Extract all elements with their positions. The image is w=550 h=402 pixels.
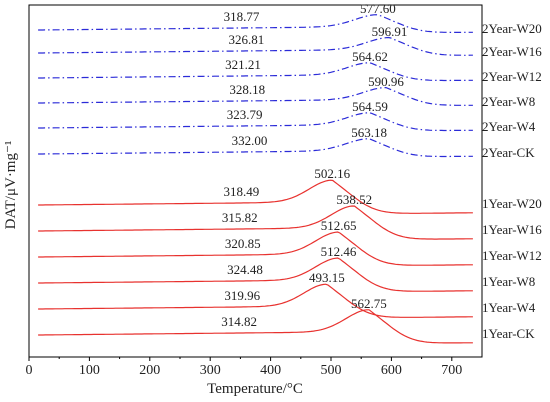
x-tick-label: 400: [260, 363, 281, 378]
series-line-1Year-CK: [38, 309, 473, 344]
peak-temp-label: 512.46: [321, 244, 357, 259]
peak-temp-label: 502.16: [314, 166, 350, 181]
series-name-label: 2Year-W12: [482, 69, 542, 84]
series-name-label: 2Year-W8: [482, 94, 535, 109]
peak-temp-label: 538.52: [336, 192, 372, 207]
low-temp-label: 319.96: [224, 288, 260, 303]
low-temp-label: 323.79: [227, 107, 263, 122]
series-name-label: 1Year-W20: [482, 196, 542, 211]
series-name-label: 2Year-CK: [482, 145, 535, 160]
peak-temp-label: 564.62: [352, 49, 388, 64]
low-temp-label: 328.18: [229, 82, 265, 97]
low-temp-label: 321.21: [225, 57, 261, 72]
curves: [38, 14, 473, 344]
peak-temp-label: 596.91: [372, 24, 408, 39]
series-name-label: 1Year-W8: [482, 274, 535, 289]
series-name-label: 1Year-W12: [482, 248, 542, 263]
series-line-1Year-W16: [38, 205, 473, 240]
series-line-2Year-W12: [38, 62, 473, 82]
series-name-label: 2Year-W16: [482, 44, 542, 59]
peak-temp-label: 512.65: [321, 218, 357, 233]
axes: 0 100 200 300 400 500 600 700: [26, 4, 483, 378]
series-line-1Year-W8: [38, 257, 473, 292]
x-tick-label: 600: [381, 363, 402, 378]
peak-temp-label: 564.59: [352, 99, 388, 114]
series-name-label: 1Year-CK: [482, 326, 535, 341]
series-name-label: 2Year-W20: [482, 21, 542, 36]
y-axis-label: DAT/μV·mg⁻¹: [3, 141, 19, 230]
peak-temp-label: 493.15: [309, 270, 345, 285]
labels: 2Year-W20 318.77 577.60 2Year-W16 326.81 596.…: [221, 1, 542, 341]
series-line-2Year-W4: [38, 112, 473, 132]
low-temp-label: 326.81: [229, 32, 265, 47]
series-line-2Year-W20: [38, 14, 473, 33]
series-line-2Year-W16: [38, 36, 473, 56]
x-tick-label: 700: [441, 363, 462, 378]
x-tick-label: 500: [321, 363, 342, 378]
series-line-2Year-W8: [38, 87, 473, 106]
peak-temp-label: 562.75: [351, 296, 387, 311]
series-line-1Year-W12: [38, 231, 473, 266]
low-temp-label: 324.48: [227, 262, 263, 277]
x-axis-label: Temperature/°C: [207, 381, 303, 397]
series-name-label: 1Year-W16: [482, 222, 542, 237]
plot-frame: [28, 4, 483, 358]
series-line-2Year-CK: [38, 138, 473, 158]
series-line-1Year-W20: [38, 179, 473, 214]
low-temp-label: 318.49: [223, 184, 259, 199]
x-tick-label: 0: [26, 363, 33, 378]
peak-temp-label: 590.96: [368, 74, 404, 89]
low-temp-label: 332.00: [232, 133, 268, 148]
low-temp-label: 318.77: [224, 9, 260, 24]
low-temp-label: 315.82: [222, 210, 258, 225]
low-temp-label: 320.85: [225, 236, 261, 251]
x-tick-label: 100: [79, 363, 100, 378]
series-name-label: 1Year-W4: [482, 300, 536, 315]
peak-temp-label: 577.60: [360, 1, 396, 16]
low-temp-label: 314.82: [221, 314, 257, 329]
series-line-1Year-W4: [38, 283, 473, 318]
x-tick-label: 200: [139, 363, 160, 378]
peak-temp-label: 563.18: [351, 125, 387, 140]
series-name-label: 2Year-W4: [482, 119, 536, 134]
x-tick-label: 300: [200, 363, 221, 378]
